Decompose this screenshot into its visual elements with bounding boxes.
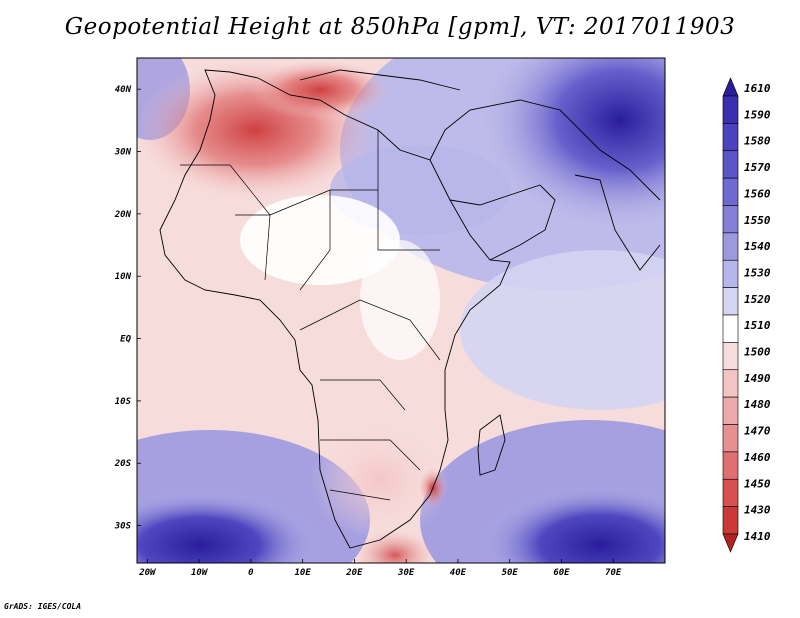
colorbar: 1610 1590 1580 1570 1560 1550 1540 1530 1520 1510…	[722, 77, 771, 553]
colorbar-swatch	[722, 287, 739, 316]
coastlines	[159, 69, 661, 549]
colorbar-label: 1410	[744, 530, 771, 543]
plot-frame	[136, 57, 666, 564]
colorbar-label: 1610	[744, 82, 771, 95]
colorbar-label: 1570	[744, 161, 771, 174]
x-tick-label: 10E	[295, 568, 312, 578]
y-tick-label: 30N	[114, 148, 132, 158]
x-tick-label: 70E	[605, 568, 622, 578]
country-borders	[180, 130, 441, 501]
y-tick-label: 10S	[115, 397, 132, 407]
colorbar-label: 1460	[744, 451, 771, 464]
colorbar-label: 1590	[744, 108, 771, 121]
colorbar-swatch	[722, 424, 739, 453]
x-axis: 20W 10W 0 10E 20E 30E 40E 50E 60E 70E	[138, 559, 622, 578]
y-tick-label: 20N	[114, 210, 132, 220]
colorbar-label: 1500	[744, 346, 771, 359]
colorbar-label: 1430	[744, 504, 771, 517]
colorbar-swatch	[722, 451, 739, 480]
x-tick-label: 50E	[502, 568, 519, 578]
colorbar-label: 1480	[744, 398, 771, 411]
x-tick-label: 0	[248, 568, 254, 578]
colorbar-swatch	[722, 533, 739, 553]
colorbar-label: 1530	[744, 266, 771, 279]
y-tick-label: 40N	[115, 85, 132, 95]
colorbar-swatch	[722, 123, 739, 152]
colorbar-swatch	[722, 232, 739, 261]
colorbar-swatch	[722, 177, 739, 206]
height-field	[137, 58, 665, 563]
y-tick-label: EQ	[120, 335, 131, 345]
colorbar-label: 1580	[744, 135, 771, 148]
x-tick-label: 60E	[553, 568, 570, 578]
y-axis: 40N 30N 20N 10N EQ 10S 20S 30S	[114, 85, 141, 532]
colorbar-label: 1490	[744, 372, 771, 385]
y-tick-label: 20S	[114, 459, 132, 469]
colorbar-swatch	[722, 478, 739, 507]
x-tick-label: 20W	[138, 568, 157, 578]
colorbar-label: 1470	[744, 425, 771, 438]
colorbar-swatch	[722, 314, 739, 343]
colorbar-swatch	[722, 506, 739, 535]
colorbar-label: 1450	[744, 477, 771, 490]
colorbar-label: 1510	[744, 319, 771, 332]
colorbar-swatch	[722, 342, 739, 371]
x-tick-label: 10W	[191, 568, 209, 578]
chart-title: Geopotential Height at 850hPa [gpm], VT:…	[64, 14, 736, 40]
colorbar-label: 1520	[744, 293, 771, 306]
colorbar-swatch	[722, 205, 739, 234]
x-tick-label: 30E	[397, 568, 415, 578]
colorbar-swatch	[722, 369, 739, 398]
x-tick-label: 20E	[345, 568, 363, 578]
y-tick-label: 10N	[115, 272, 132, 282]
colorbar-swatch	[722, 150, 739, 179]
colorbar-swatch	[722, 259, 739, 288]
credit-label: GrADS: IGES/COLA	[4, 602, 82, 611]
colorbar-swatch	[722, 95, 739, 124]
x-tick-label: 40E	[450, 568, 467, 578]
colorbar-label: 1540	[744, 240, 771, 253]
colorbar-swatch	[722, 77, 739, 97]
colorbar-label: 1550	[744, 214, 771, 227]
colorbar-label: 1560	[744, 187, 771, 200]
y-tick-label: 30S	[114, 522, 132, 532]
colorbar-swatch	[722, 396, 739, 425]
